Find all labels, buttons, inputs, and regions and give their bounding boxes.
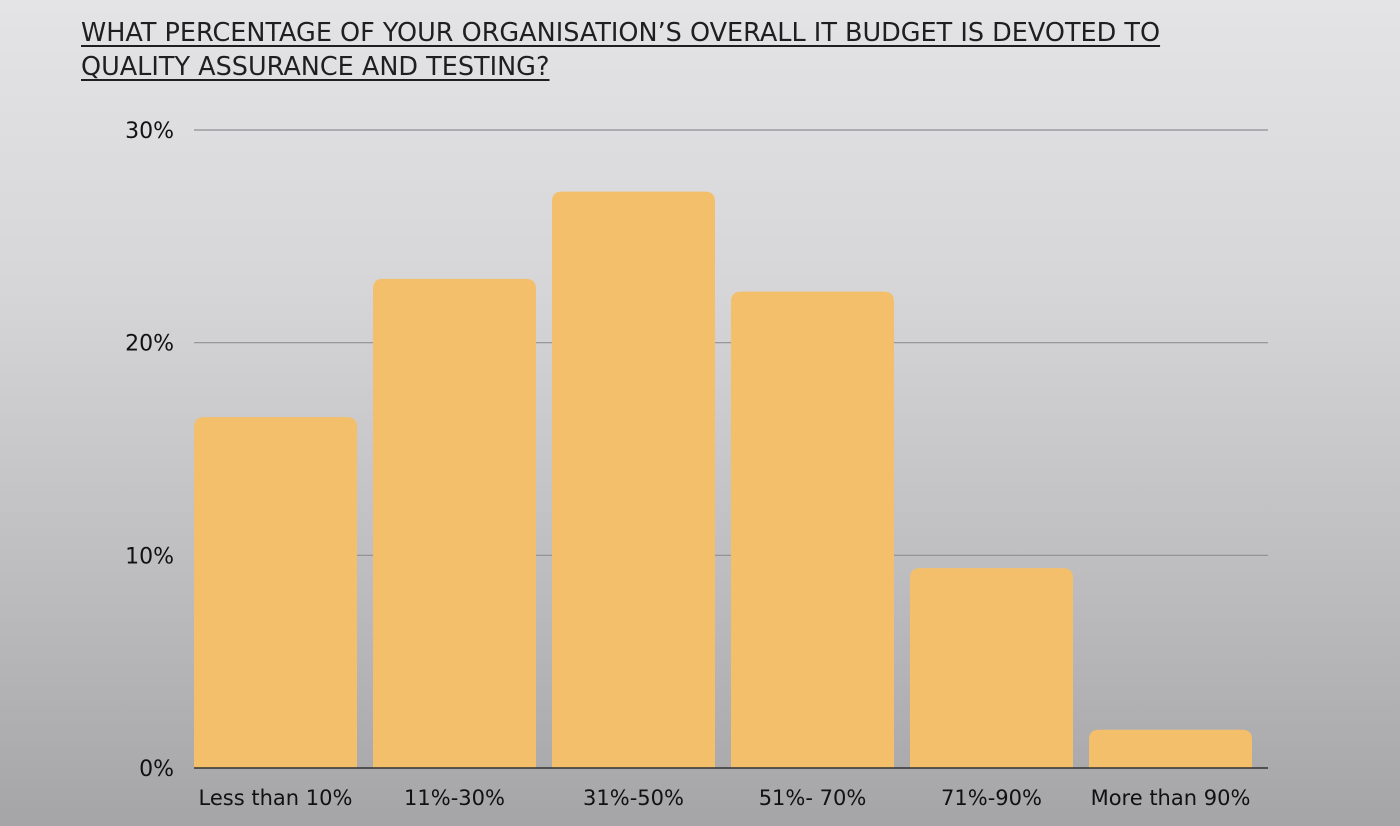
y-tick-label: 10% (125, 544, 174, 569)
y-tick-label: 20% (125, 332, 174, 357)
chart-title: WHAT PERCENTAGE OF YOUR ORGANISATION’S O… (81, 16, 1321, 84)
chart-title-line-1: WHAT PERCENTAGE OF YOUR ORGANISATION’S O… (81, 18, 1161, 48)
chart-title-line-2: QUALITY ASSURANCE AND TESTING? (81, 52, 550, 82)
x-tick-label: 51%- 70% (759, 786, 867, 810)
x-tick-label: More than 90% (1091, 786, 1251, 810)
y-tick-label: 30% (125, 119, 174, 144)
bar (373, 278, 536, 768)
x-tick-label: 71%-90% (941, 786, 1042, 810)
bar (910, 568, 1073, 768)
y-tick-label: 0% (139, 757, 174, 782)
x-tick-label: 11%-30% (404, 786, 505, 810)
x-tick-label: 31%-50% (583, 786, 684, 810)
bar (1089, 729, 1252, 768)
bar (194, 417, 357, 768)
bar (731, 291, 894, 768)
x-tick-label: Less than 10% (199, 786, 353, 810)
bar (552, 191, 715, 768)
